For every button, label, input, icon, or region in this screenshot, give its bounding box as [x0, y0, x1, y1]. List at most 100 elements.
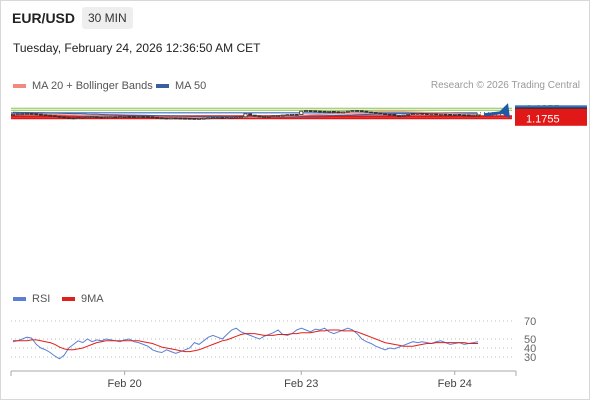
- legend-ma50-label: MA 50: [175, 80, 207, 92]
- rsi-tick-label: 50: [524, 334, 536, 346]
- candle: [145, 116, 150, 118]
- candle: [252, 114, 257, 117]
- candle: [136, 116, 141, 118]
- legend-ma20-swatch: [13, 84, 26, 88]
- candle: [392, 113, 397, 116]
- candle: [462, 114, 467, 117]
- copyright-notice: Research © 2026 Trading Central: [430, 80, 580, 91]
- candle: [24, 113, 29, 115]
- candle: [131, 116, 136, 118]
- candle: [85, 116, 90, 119]
- legend-rsi-swatch: [13, 297, 26, 301]
- legend-rsi-ma-label: 9MA: [81, 293, 104, 305]
- legend-rsi-ma: 9MA: [62, 293, 104, 305]
- candle: [364, 110, 369, 113]
- candle: [434, 113, 439, 116]
- legend-ma50-swatch: [156, 84, 169, 88]
- candle: [336, 111, 341, 114]
- candle: [341, 111, 346, 114]
- candle: [224, 117, 229, 119]
- price-tag-1.1755: [515, 110, 587, 126]
- candle: [99, 116, 104, 119]
- candle: [206, 117, 211, 120]
- candle: [452, 114, 457, 116]
- candle: [127, 116, 132, 118]
- candle: [164, 117, 169, 120]
- candle: [169, 117, 174, 120]
- symbol-title: EUR/USD: [12, 10, 76, 26]
- candle: [475, 114, 480, 117]
- candle: [234, 116, 239, 119]
- legend-rsi-ma-swatch: [62, 297, 75, 301]
- candle: [201, 117, 206, 120]
- candle: [331, 111, 336, 113]
- candle: [327, 111, 332, 113]
- rsi-line: [12, 327, 479, 360]
- candle: [62, 116, 67, 119]
- candle: [108, 116, 113, 119]
- candle: [313, 110, 318, 113]
- candle: [66, 117, 71, 119]
- candle: [382, 113, 387, 116]
- legend-ma50: MA 50: [156, 80, 206, 92]
- candle: [52, 115, 57, 117]
- candle: [322, 110, 327, 113]
- candle: [285, 114, 290, 117]
- candle: [48, 114, 53, 117]
- ma20-line: [13, 111, 479, 119]
- candle: [289, 114, 294, 116]
- candle: [122, 116, 127, 118]
- candle: [192, 118, 197, 120]
- candle: [215, 117, 220, 119]
- candle: [183, 117, 188, 120]
- candle: [308, 110, 313, 112]
- candle: [141, 116, 146, 118]
- candle: [71, 117, 76, 120]
- candle: [280, 114, 285, 117]
- candles: [10, 110, 480, 120]
- x-tick-label: Feb 20: [107, 378, 141, 390]
- candle: [210, 117, 215, 119]
- price-label-1.1755: 1.1755: [526, 113, 560, 125]
- candle: [113, 116, 118, 119]
- candle: [317, 110, 322, 113]
- candle: [243, 113, 248, 118]
- candle: [29, 113, 34, 115]
- timestamp: Tuesday, February 24, 2026 12:36:50 AM C…: [13, 41, 261, 55]
- legend-rsi: RSI: [13, 293, 50, 305]
- candle: [443, 113, 448, 116]
- x-tick-label: Feb 24: [438, 378, 472, 390]
- candle: [303, 110, 308, 112]
- rsi-ma-line: [13, 329, 478, 353]
- candle: [220, 117, 225, 119]
- candle: [257, 115, 262, 118]
- x-tick-label: Feb 23: [284, 378, 318, 390]
- candle: [76, 117, 81, 119]
- candle: [90, 116, 95, 119]
- candle: [448, 114, 453, 116]
- candle: [43, 114, 48, 117]
- candle: [178, 117, 183, 120]
- legend-ma20-bb: MA 20 + Bollinger Bands: [13, 80, 153, 92]
- candle: [396, 115, 401, 117]
- forecast-arrow-head: [499, 103, 510, 119]
- candle: [248, 113, 253, 116]
- candle: [457, 114, 462, 116]
- timeframe-badge[interactable]: 30 MIN: [82, 7, 133, 29]
- candle: [57, 115, 62, 118]
- candle: [187, 117, 192, 120]
- legend-ma20-label: MA 20 + Bollinger Bands: [32, 80, 153, 92]
- candle: [350, 110, 355, 112]
- rsi-tick-label: 40: [524, 343, 536, 355]
- rsi-tick-label: 70: [524, 316, 536, 328]
- candle: [276, 115, 281, 117]
- candle: [80, 116, 85, 119]
- candle: [229, 117, 234, 119]
- candle: [359, 110, 364, 113]
- candle: [294, 114, 299, 116]
- candle: [369, 111, 374, 114]
- candle: [299, 110, 304, 115]
- candle: [429, 113, 434, 116]
- candle: [196, 118, 201, 120]
